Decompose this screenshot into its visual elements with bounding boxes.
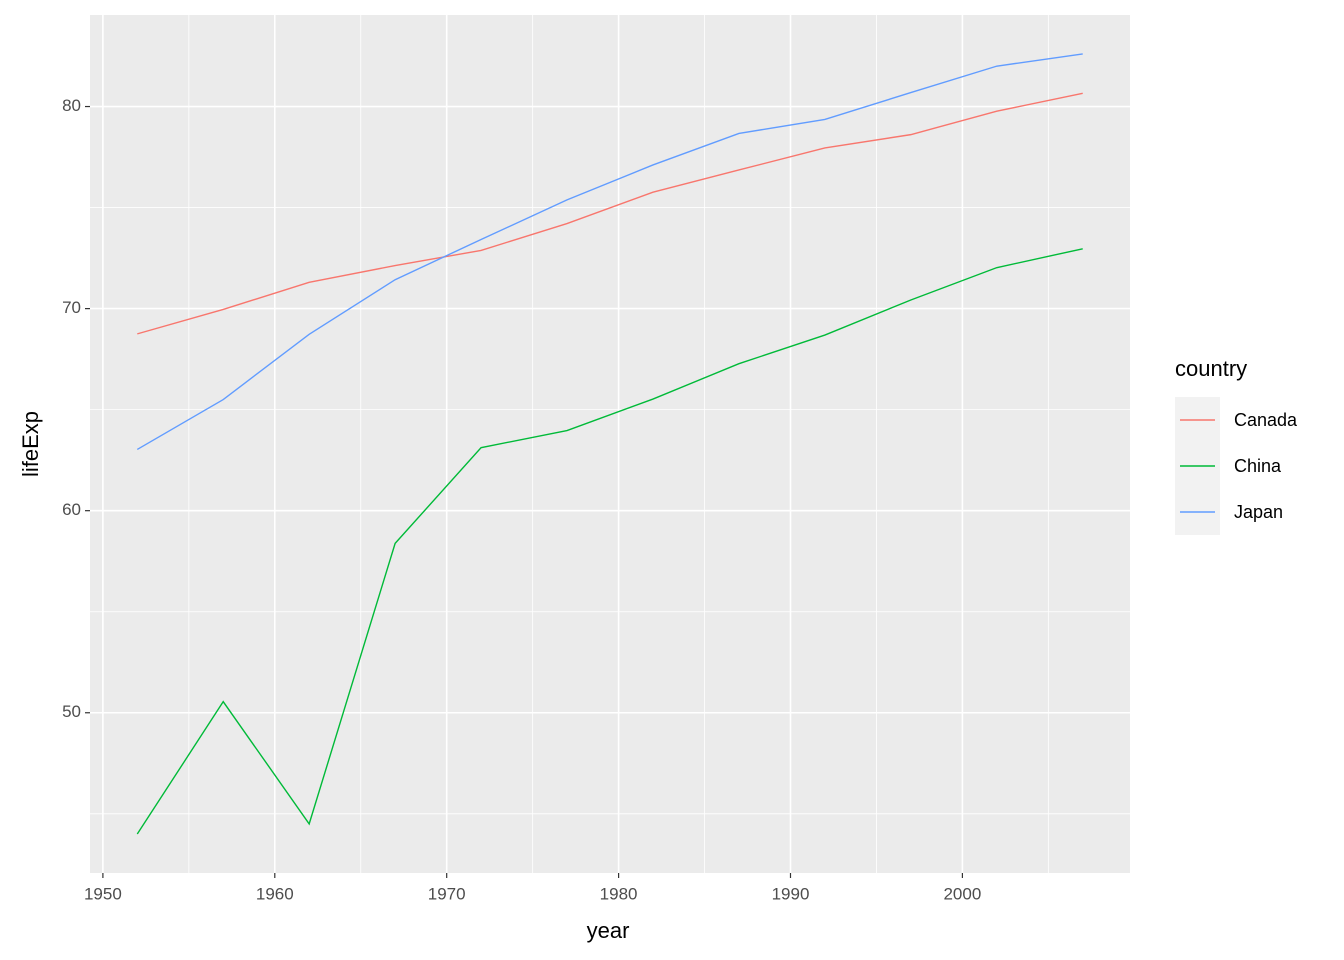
- legend-label: Canada: [1234, 410, 1298, 430]
- axes: 1950 1960 1970 1980 1990 2000 50 60 70 80: [62, 96, 981, 903]
- y-tick-label: 50: [62, 702, 81, 721]
- x-tick-label: 1950: [84, 884, 122, 903]
- panel-background: [90, 15, 1130, 873]
- x-tick-label: 1980: [600, 884, 638, 903]
- legend-label: China: [1234, 456, 1282, 476]
- line-series: [136, 248, 1083, 835]
- y-axis-title: lifeExp: [18, 411, 43, 477]
- x-tick-label: 1960: [256, 884, 294, 903]
- legend-title: country: [1175, 356, 1247, 381]
- line-series: [137, 92, 1083, 335]
- legend: Canada China Japan: [1175, 397, 1298, 535]
- y-tick-label: 70: [62, 298, 81, 317]
- x-tick-label: 2000: [943, 884, 981, 903]
- x-axis-title: year: [587, 918, 630, 943]
- x-tick-label: 1970: [428, 884, 466, 903]
- grid: [90, 15, 1130, 873]
- lines: [136, 53, 1083, 835]
- legend-label: Japan: [1234, 502, 1283, 522]
- y-tick-label: 80: [62, 96, 81, 115]
- x-tick-label: 1990: [772, 884, 810, 903]
- line-series: [136, 53, 1083, 451]
- y-tick-label: 60: [62, 500, 81, 519]
